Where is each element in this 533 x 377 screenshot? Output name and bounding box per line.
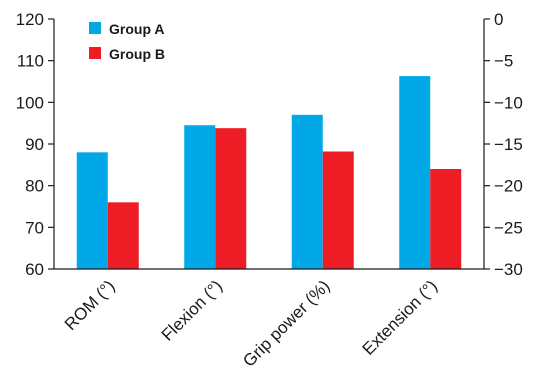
- y-axis-left-tick-label: 110: [17, 52, 44, 71]
- bar-group-b-0: [107, 202, 139, 269]
- y-axis-left-tick-label: 120: [16, 10, 44, 29]
- bar-group-a-2: [291, 114, 323, 269]
- x-axis-category-label: Grip power (%): [239, 276, 333, 370]
- bar-group-b-3: [430, 169, 462, 269]
- y-axis-right: 0 −5 −10 −15 −20 −25 −30: [483, 10, 523, 279]
- y-axis-right-tick-label: −30: [494, 260, 523, 279]
- y-axis-right-tick-label: −20: [494, 177, 523, 196]
- y-axis-right-tick-label: −25: [494, 218, 523, 237]
- legend-label: Group B: [109, 46, 165, 62]
- x-axis-category-label: Extension (°): [359, 276, 441, 358]
- y-axis-left-tick-label: 70: [25, 218, 44, 237]
- legend-swatch-0: [89, 22, 101, 34]
- bar-group-b-1: [215, 128, 247, 269]
- y-axis-right-tick-label: −15: [494, 135, 523, 154]
- bar-group-a-1: [184, 125, 216, 269]
- x-axis-category-label: ROM (°): [61, 276, 119, 334]
- y-axis-left-tick-label: 90: [25, 135, 44, 154]
- bars: [76, 76, 462, 269]
- y-axis-left-tick-label: 80: [25, 177, 44, 196]
- y-axis-left-tick-label: 100: [16, 93, 44, 112]
- y-axis-right-tick-label: −5: [494, 52, 513, 71]
- bar-group-a-0: [76, 152, 108, 269]
- x-axis: ROM (°) Flexion (°) Grip power (%) Extensio…: [54, 268, 484, 371]
- bar-group-b-2: [322, 151, 354, 269]
- y-axis-left-tick-label: 60: [25, 260, 44, 279]
- legend-label: Group A: [109, 21, 164, 37]
- legend-swatch-1: [89, 47, 101, 59]
- bar-group-a-3: [399, 76, 431, 269]
- y-axis-left: 60 70 80 90 100 110 120: [16, 10, 55, 279]
- y-axis-right-tick-label: 0: [494, 10, 503, 29]
- y-axis-right-tick-label: −10: [494, 93, 523, 112]
- legend: Group A Group B: [89, 21, 165, 62]
- x-axis-category-label: Flexion (°): [158, 276, 226, 344]
